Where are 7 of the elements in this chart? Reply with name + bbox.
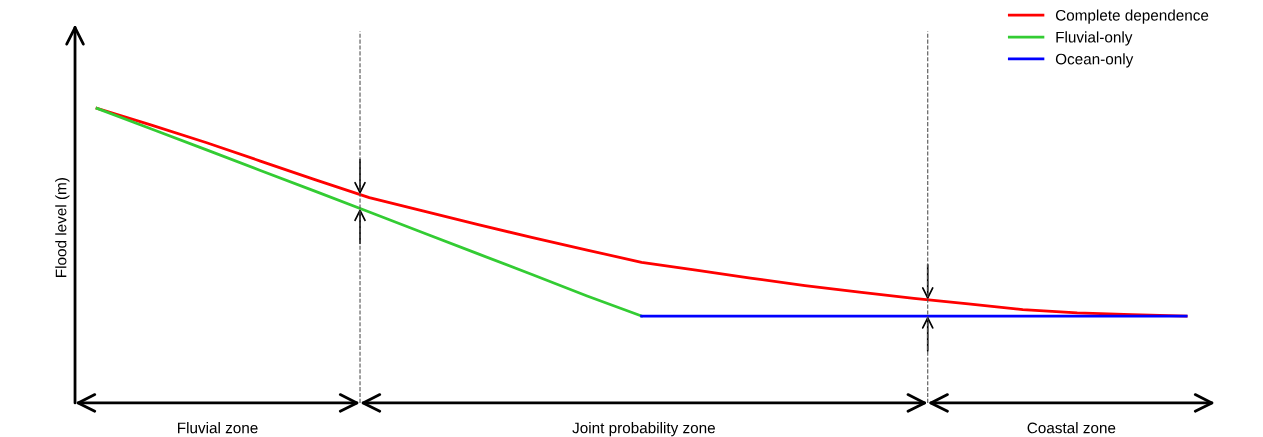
text: Fluvial zone [178, 422, 258, 434]
text: Coastal zone [1027, 422, 1116, 434]
text: Joint probability zone [572, 422, 715, 437]
legend-label: Ocean-only [1055, 53, 1134, 68]
legend-label: Complete dependence [1055, 9, 1209, 24]
y-axis-title: Flood level (m) [55, 178, 70, 277]
legend-label: Fluvial-only [1056, 31, 1133, 46]
